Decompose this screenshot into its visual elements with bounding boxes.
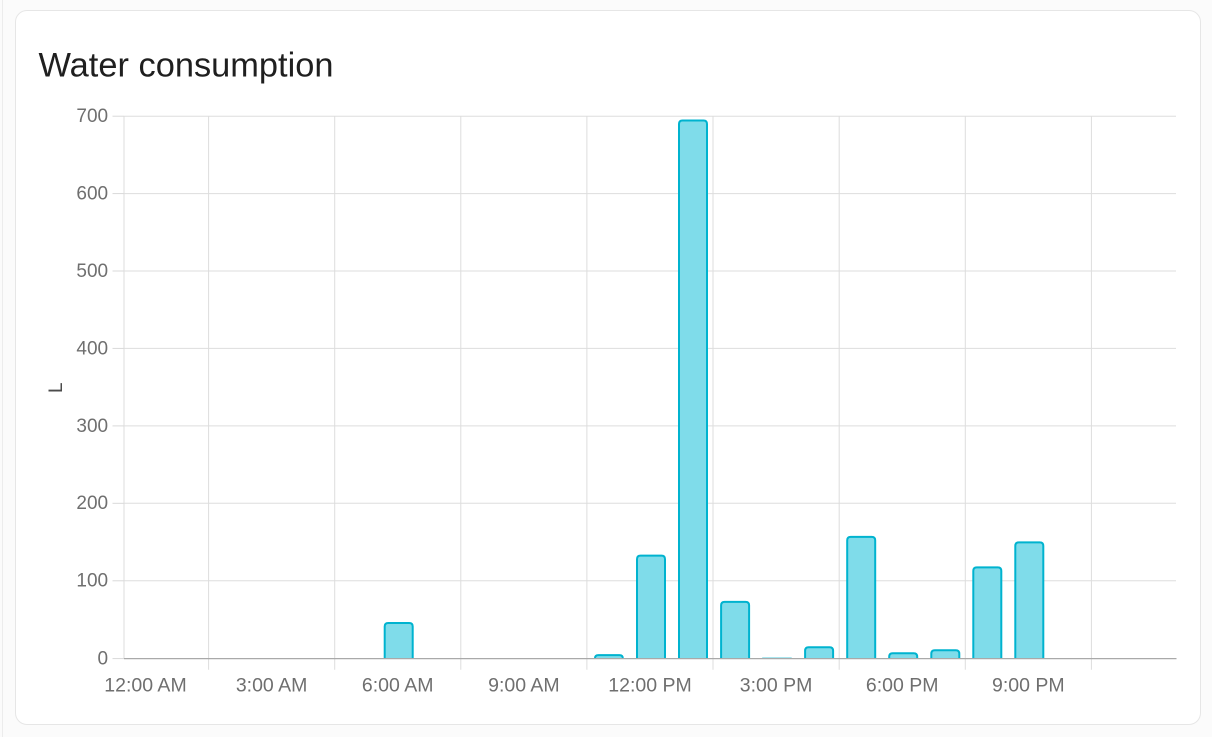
svg-text:500: 500 [76,261,108,282]
svg-text:400: 400 [76,338,108,359]
svg-text:12:00 AM: 12:00 AM [104,674,186,696]
svg-text:600: 600 [76,184,108,205]
svg-text:3:00 PM: 3:00 PM [740,674,813,696]
svg-text:Water consumption: Water consumption [39,47,334,85]
svg-text:3:00 AM: 3:00 AM [236,674,308,696]
svg-text:700: 700 [76,106,108,127]
svg-text:6:00 PM: 6:00 PM [866,674,939,696]
svg-text:200: 200 [76,493,108,514]
svg-text:L: L [46,382,67,393]
svg-text:9:00 AM: 9:00 AM [488,674,560,696]
svg-text:100: 100 [76,571,108,592]
svg-text:6:00 AM: 6:00 AM [362,674,434,696]
svg-text:300: 300 [76,416,108,437]
svg-text:0: 0 [98,648,109,669]
svg-text:12:00 PM: 12:00 PM [608,674,691,696]
svg-text:9:00 PM: 9:00 PM [992,674,1065,696]
